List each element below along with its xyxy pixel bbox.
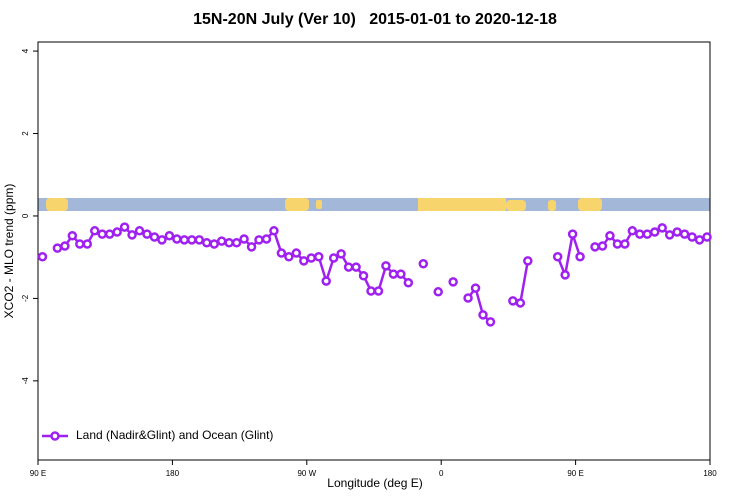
data-point [134,226,145,236]
data-point [119,222,130,232]
data-point [463,293,473,303]
x-tick-label: 180 [166,469,180,478]
y-tick-label: -4 [21,377,30,385]
data-point [37,252,48,262]
data-point [694,235,705,245]
data-point [231,238,242,248]
y-axis-label: XCO2 - MLO trend (ppm) [2,184,16,319]
data-point [291,248,302,258]
data-point [358,270,369,281]
data-point [381,261,391,271]
data-point [396,269,406,279]
x-tick-label: 90 E [567,469,583,478]
data-point [672,227,682,237]
data-point [112,227,122,237]
data-point [306,253,317,263]
data-point [343,262,354,272]
data-point [567,229,578,239]
y-tick-label: 2 [21,131,30,136]
data-point [470,283,481,293]
data-point [336,249,346,259]
data-point [194,235,205,245]
data-point [164,230,175,241]
data-point [485,317,496,327]
y-tick-label: 4 [21,48,30,53]
land-ocean-strip [38,198,710,211]
data-point [328,253,339,263]
data-point [239,234,249,244]
data-point [687,232,697,242]
data-point [75,239,85,249]
data-point [52,243,63,253]
data-point [597,241,608,251]
data-point [261,234,272,244]
data-point [246,242,257,252]
y-tick-label: -2 [21,294,30,302]
data-point [224,238,234,248]
data-point [313,252,324,262]
chart-title: 15N-20N July (Ver 10) 2015-01-01 to 2020… [193,11,557,28]
data-point [299,256,309,266]
data-point [104,229,115,239]
data-point [269,226,279,236]
data-point [97,229,107,239]
data-point [702,232,712,242]
data-point [201,238,212,248]
data-point [508,296,518,306]
data-point [403,277,414,288]
x-axis-label: Longitude (deg E) [327,476,422,490]
data-point [321,276,331,286]
data-point [560,270,570,280]
data-point [60,241,70,251]
data-point [149,232,160,242]
data-point [373,286,384,296]
data-point [515,298,526,308]
data-point [187,235,197,245]
data-point [612,239,623,249]
data-point [179,235,190,245]
y-tick-label: 0 [21,213,30,218]
data-point [642,229,653,239]
data-point [388,269,399,279]
x-tick-label: 0 [439,469,444,478]
data-point [67,230,78,241]
data-point [127,230,137,240]
data-point [433,287,443,297]
data-point [523,256,533,266]
data-point [157,235,167,245]
data-point [575,252,585,262]
data-point [82,239,93,249]
data-point [209,239,219,249]
data-point [552,252,563,262]
data-point [142,229,152,239]
data-point [172,234,182,244]
data-point [351,262,361,272]
data-point [649,227,660,237]
legend-label: Land (Nadir&Glint) and Ocean (Glint) [76,428,273,442]
data-point [620,239,630,249]
x-tick-label: 90 E [30,469,46,478]
x-tick-label: 180 [703,469,717,478]
data-point [366,286,376,296]
data-point [284,252,294,262]
data-point [478,310,488,320]
legend-marker [50,431,60,441]
data-point [418,259,429,269]
data-point [635,229,645,239]
data-point [605,230,615,241]
data-point [657,223,667,233]
x-tick-label: 90 W [297,469,316,478]
data-point [216,236,227,246]
data-point [590,242,600,252]
data-point [254,235,264,245]
data-point [627,226,638,236]
data-point [276,248,287,258]
data-point [664,230,675,240]
data-point [89,226,100,236]
data-point [448,277,458,287]
data-point [679,229,690,239]
plot-frame [37,41,711,461]
